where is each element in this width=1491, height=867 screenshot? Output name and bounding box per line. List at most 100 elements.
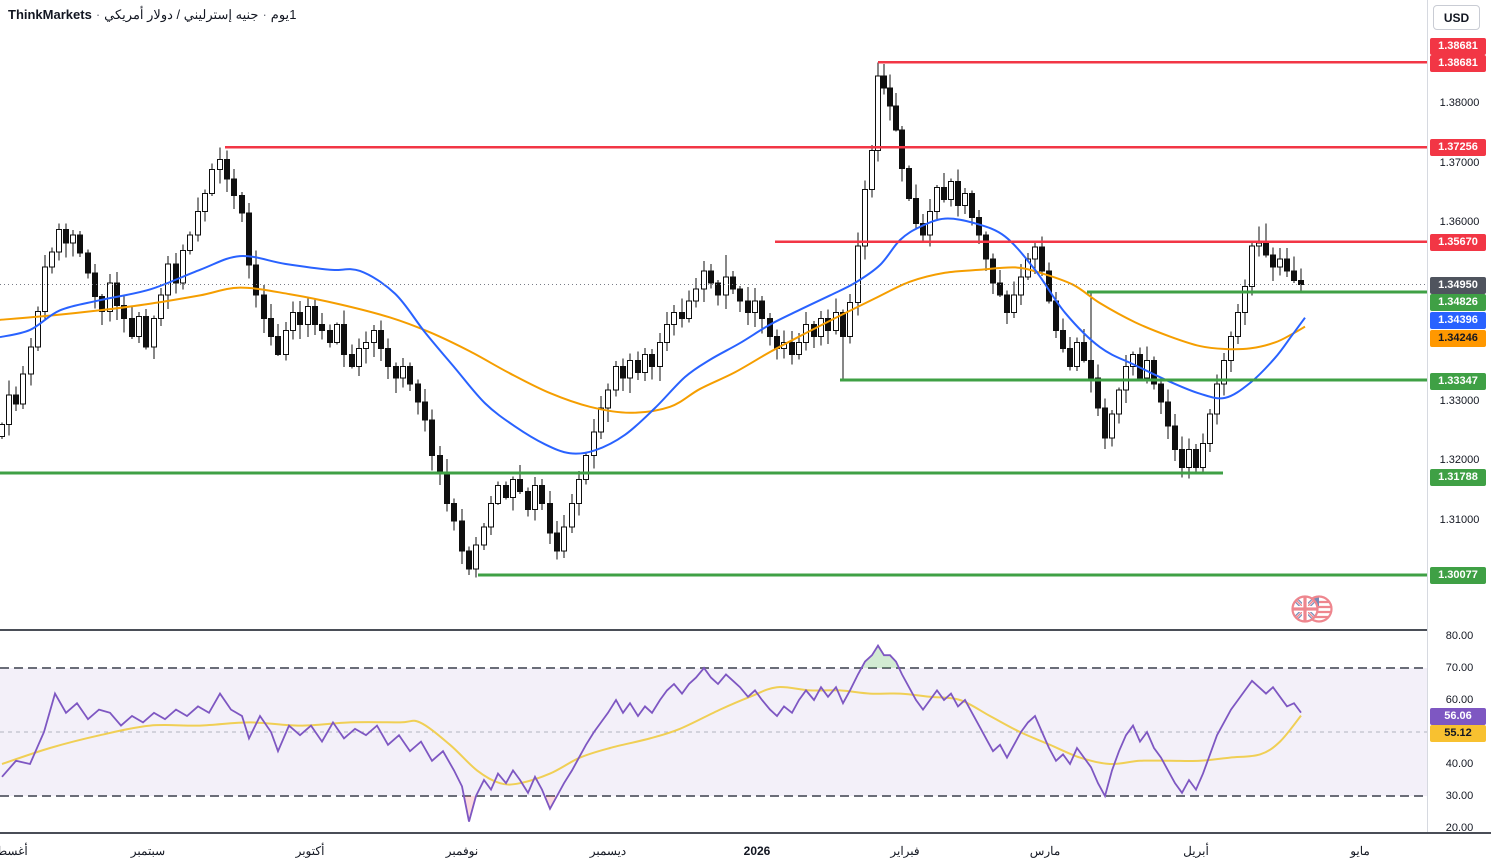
candle-body bbox=[818, 318, 824, 338]
price-label-1.37256[interactable]: 1.37256 bbox=[1430, 139, 1486, 156]
candle-body bbox=[723, 276, 729, 296]
candle-body bbox=[983, 234, 989, 260]
candle-body bbox=[1249, 245, 1255, 287]
candle-body bbox=[35, 310, 41, 348]
candle-body bbox=[1130, 353, 1136, 367]
timeframe[interactable]: 1يوم bbox=[270, 7, 297, 22]
candle-body bbox=[400, 365, 406, 379]
candle-body bbox=[1284, 258, 1290, 272]
candle-body bbox=[13, 394, 19, 405]
candle-body bbox=[887, 87, 893, 107]
candle-body bbox=[275, 336, 281, 355]
price-axis[interactable]: 1.380001.370001.360001.340001.330001.320… bbox=[1428, 0, 1491, 834]
candle-body bbox=[881, 75, 887, 89]
price-tick-label: 1.36000 bbox=[1439, 216, 1480, 229]
candle-body bbox=[840, 312, 846, 338]
candle-body bbox=[701, 270, 707, 290]
price-label-1.38681[interactable]: 1.38681 bbox=[1430, 55, 1486, 72]
axis-separator bbox=[1427, 0, 1428, 833]
rsi-tick-label: 60.00 bbox=[1445, 694, 1474, 706]
candle-body bbox=[180, 250, 186, 284]
price-label-1.35670[interactable]: 1.35670 bbox=[1430, 234, 1486, 251]
time-axis-label: 2026 bbox=[743, 844, 771, 858]
candle-body bbox=[532, 484, 538, 510]
candle-body bbox=[42, 266, 48, 312]
time-axis-label: أكتوبر bbox=[295, 844, 325, 858]
candle-body bbox=[990, 258, 996, 284]
candle-body bbox=[1088, 359, 1094, 379]
candle-body bbox=[378, 330, 384, 349]
candle-body bbox=[767, 318, 773, 338]
rsi-label-56.06[interactable]: 56.06 bbox=[1430, 708, 1486, 725]
candle-body bbox=[833, 312, 839, 332]
rsi-ma-line[interactable] bbox=[1, 686, 1302, 786]
candle-body bbox=[1095, 377, 1101, 409]
chart-canvas[interactable] bbox=[0, 0, 1428, 833]
price-label-1.30077[interactable]: 1.30077 bbox=[1430, 567, 1486, 584]
pane-separator[interactable] bbox=[0, 629, 1427, 631]
time-axis-label: فبراير bbox=[890, 844, 920, 858]
ma-line-orange[interactable] bbox=[0, 266, 1306, 414]
price-tick-label: 1.32000 bbox=[1439, 454, 1480, 467]
price-label-1.38681[interactable]: 1.38681 bbox=[1430, 38, 1486, 55]
candle-body bbox=[334, 324, 340, 343]
candle-body bbox=[1039, 246, 1045, 272]
candle-body bbox=[393, 365, 399, 379]
candle-body bbox=[283, 330, 289, 355]
broker-name[interactable]: ThinkMarkets bbox=[8, 7, 92, 22]
candles-series bbox=[0, 62, 1304, 578]
candle-body bbox=[948, 181, 954, 201]
candle-body bbox=[796, 341, 802, 355]
candle-body bbox=[576, 478, 582, 504]
rsi-tick-label: 40.00 bbox=[1445, 758, 1474, 770]
candle-body bbox=[28, 346, 34, 375]
candle-body bbox=[187, 234, 193, 252]
price-label-1.31788[interactable]: 1.31788 bbox=[1430, 469, 1486, 486]
candle-body bbox=[906, 168, 912, 199]
candle-body bbox=[319, 324, 325, 332]
candle-body bbox=[893, 105, 899, 131]
candle-body bbox=[349, 353, 355, 367]
candle-body bbox=[649, 353, 655, 367]
candle-body bbox=[429, 419, 435, 457]
candle-body bbox=[1179, 449, 1185, 469]
candle-body bbox=[49, 251, 55, 268]
price-label-1.34950[interactable]: 1.34950 bbox=[1430, 277, 1486, 294]
candle-body bbox=[591, 431, 597, 457]
candle-body bbox=[1221, 359, 1227, 385]
price-label-1.34246[interactable]: 1.34246 bbox=[1430, 330, 1486, 347]
candle-body bbox=[143, 315, 149, 348]
candle-body bbox=[290, 312, 296, 332]
price-label-1.34396[interactable]: 1.34396 bbox=[1430, 312, 1486, 329]
candle-body bbox=[20, 373, 26, 405]
candle-body bbox=[356, 347, 362, 367]
symbol-name[interactable]: جنيه إسترليني / دولار أمريكي bbox=[104, 7, 259, 22]
rsi-line[interactable] bbox=[1, 643, 1302, 822]
candle-body bbox=[899, 129, 905, 170]
candle-body bbox=[173, 263, 179, 284]
time-axis-label: ديسمبر bbox=[589, 844, 627, 858]
price-label-1.34826[interactable]: 1.34826 bbox=[1430, 294, 1486, 311]
rsi-label-55.12[interactable]: 55.12 bbox=[1430, 725, 1486, 742]
candle-body bbox=[202, 193, 208, 212]
candle-body bbox=[789, 341, 795, 355]
candle-body bbox=[459, 520, 465, 552]
candle-body bbox=[962, 193, 968, 206]
candle-body bbox=[875, 75, 881, 152]
chart-legend: ThinkMarkets · جنيه إسترليني / دولار أمريك… bbox=[8, 7, 296, 23]
candle-body bbox=[165, 263, 171, 296]
candle-body bbox=[451, 502, 457, 522]
candle-body bbox=[976, 216, 982, 236]
currency-badge[interactable]: USD bbox=[1433, 5, 1480, 30]
candle-body bbox=[569, 502, 575, 528]
price-label-1.33347[interactable]: 1.33347 bbox=[1430, 373, 1486, 390]
candle-body bbox=[297, 312, 303, 326]
candle-body bbox=[437, 455, 443, 475]
price-tick-label: 1.31000 bbox=[1439, 513, 1480, 526]
time-axis-label: مايو bbox=[1350, 844, 1370, 858]
candle-body bbox=[1193, 449, 1199, 469]
ma-line-blue[interactable] bbox=[0, 217, 1306, 455]
candle-body bbox=[253, 264, 259, 296]
